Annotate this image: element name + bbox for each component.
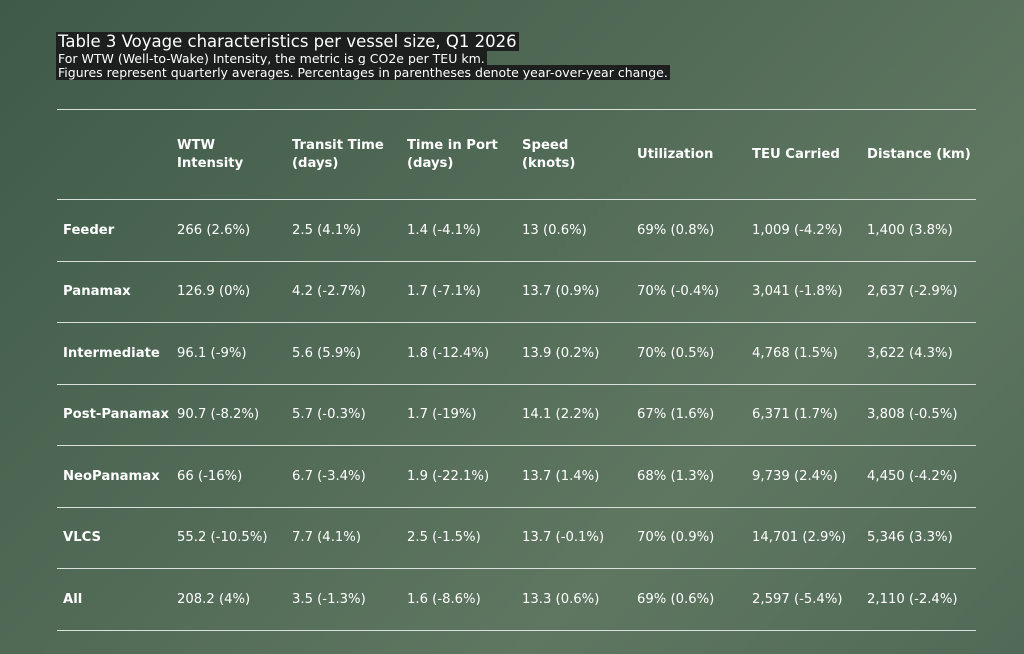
- column-header: TEU Carried: [746, 110, 861, 200]
- table-cell: 69% (0.8%): [637, 222, 715, 238]
- table-cell: 13 (0.6%): [522, 222, 587, 238]
- column-header-text: Intensity: [177, 155, 244, 171]
- table-cell: 3,622 (4.3%): [867, 345, 953, 361]
- table-row: Panamax 126.9 (0%) 4.2 (-2.7%) 1.7 (-7.1%) 1…: [57, 261, 976, 323]
- table-cell: 13.9 (0.2%): [522, 345, 600, 361]
- column-header: Speed (knots): [516, 110, 631, 200]
- table-title: Table 3 Voyage characteristics per vesse…: [56, 32, 519, 51]
- table-header-row: WTW Intensity Transit Time (days) Time in Po…: [57, 109, 976, 200]
- table-cell: 1.7 (-19%): [407, 407, 477, 423]
- table-cell: 13.3 (0.6%): [522, 591, 600, 607]
- table-subtitle-note: Figures represent quarterly averages. Pe…: [56, 65, 670, 80]
- column-header: Transit Time (days): [286, 110, 401, 200]
- table-cell: 6,371 (1.7%): [752, 407, 838, 423]
- column-header-text: (days): [292, 155, 339, 171]
- table-cell: 5,346 (3.3%): [867, 530, 953, 546]
- voyage-characteristics-table: WTW Intensity Transit Time (days) Time in Po…: [57, 109, 976, 631]
- table-cell: 1.6 (-8.6%): [407, 591, 481, 607]
- table-cell: 2,110 (-2.4%): [867, 591, 958, 607]
- column-header-text: Transit Time: [292, 137, 384, 153]
- table-cell: 4,768 (1.5%): [752, 345, 838, 361]
- table-cell: 9,739 (2.4%): [752, 468, 838, 484]
- table-cell: 55.2 (-10.5%): [177, 530, 268, 546]
- table-row: All 208.2 (4%) 3.5 (-1.3%) 1.6 (-8.6%) 13.3 …: [57, 569, 976, 630]
- column-header-text: TEU Carried: [752, 146, 840, 162]
- table-cell: 3,041 (-1.8%): [752, 284, 843, 300]
- table-row: VLCS 55.2 (-10.5%) 7.7 (4.1%) 2.5 (-1.5%) 13…: [57, 507, 976, 569]
- table-cell: 70% (-0.4%): [637, 284, 720, 300]
- row-label: Panamax: [63, 284, 131, 300]
- table-cell: 2,637 (-2.9%): [867, 284, 958, 300]
- row-label: Post-Panamax: [63, 407, 169, 423]
- table-cell: 2.5 (4.1%): [292, 222, 361, 238]
- column-header-text: Speed: [522, 137, 569, 153]
- column-header: Distance (km): [861, 110, 976, 200]
- column-header-text: Distance (km): [867, 146, 971, 162]
- table-cell: 2,597 (-5.4%): [752, 591, 843, 607]
- voyage-table-container: WTW Intensity Transit Time (days) Time in Po…: [57, 109, 976, 631]
- table-cell: 1,009 (-4.2%): [752, 222, 843, 238]
- table-cell: 5.7 (-0.3%): [292, 407, 366, 423]
- table-cell: 266 (2.6%): [177, 222, 251, 238]
- table-cell: 3,808 (-0.5%): [867, 407, 958, 423]
- table-cell: 126.9 (0%): [177, 284, 251, 300]
- table-cell: 13.7 (0.9%): [522, 284, 600, 300]
- table-row: Feeder 266 (2.6%) 2.5 (4.1%) 1.4 (-4.1%) 13 …: [57, 200, 976, 261]
- row-label: Feeder: [63, 222, 115, 238]
- table-cell: 1.7 (-7.1%): [407, 284, 481, 300]
- table-cell: 1.8 (-12.4%): [407, 345, 490, 361]
- table-cell: 6.7 (-3.4%): [292, 468, 366, 484]
- column-header-text: Time in Port: [407, 137, 498, 153]
- column-header-text: WTW: [177, 137, 216, 153]
- table-cell: 208.2 (4%): [177, 591, 251, 607]
- table-cell: 90.7 (-8.2%): [177, 407, 260, 423]
- column-header-text: (knots): [522, 155, 576, 171]
- table-cell: 4,450 (-4.2%): [867, 468, 958, 484]
- table-cell: 69% (0.6%): [637, 591, 715, 607]
- table-body: Feeder 266 (2.6%) 2.5 (4.1%) 1.4 (-4.1%) 13 …: [57, 200, 976, 630]
- table-caption: Table 3 Voyage characteristics per vesse…: [56, 32, 670, 80]
- table-cell: 7.7 (4.1%): [292, 530, 361, 546]
- column-header: WTW Intensity: [171, 110, 286, 200]
- table-cell: 1.4 (-4.1%): [407, 222, 481, 238]
- row-label: VLCS: [63, 530, 102, 546]
- table-row: NeoPanamax 66 (-16%) 6.7 (-3.4%) 1.9 (-22.1…: [57, 446, 976, 507]
- column-header: Time in Port (days): [401, 110, 516, 200]
- table-cell: 1.9 (-22.1%): [407, 468, 490, 484]
- table-cell: 66 (-16%): [177, 468, 243, 484]
- column-header-text: (days): [407, 155, 454, 171]
- table-cell: 1,400 (3.8%): [867, 222, 953, 238]
- table-row: Intermediate 96.1 (-9%) 5.6 (5.9%) 1.8 (-12…: [57, 323, 976, 384]
- table-cell: 14,701 (2.9%): [752, 530, 847, 546]
- table-cell: 3.5 (-1.3%): [292, 591, 366, 607]
- table-cell: 14.1 (2.2%): [522, 407, 600, 423]
- table-cell: 13.7 (1.4%): [522, 468, 600, 484]
- table-cell: 96.1 (-9%): [177, 345, 247, 361]
- table-cell: 4.2 (-2.7%): [292, 284, 366, 300]
- column-header: Utilization: [631, 110, 746, 200]
- row-label: NeoPanamax: [63, 468, 160, 484]
- table-subtitle-metric: For WTW (Well-to-Wake) Intensity, the me…: [56, 51, 487, 66]
- table-cell: 70% (0.5%): [637, 345, 715, 361]
- table-cell: 2.5 (-1.5%): [407, 530, 481, 546]
- row-label: Intermediate: [63, 345, 160, 361]
- table-row: Post-Panamax 90.7 (-8.2%) 5.7 (-0.3%) 1.7 (…: [57, 384, 976, 446]
- table-cell: 68% (1.3%): [637, 468, 715, 484]
- column-header-text: Utilization: [637, 146, 714, 162]
- table-cell: 13.7 (-0.1%): [522, 530, 605, 546]
- row-label: All: [63, 591, 83, 607]
- table-cell: 5.6 (5.9%): [292, 345, 361, 361]
- table-cell: 67% (1.6%): [637, 407, 715, 423]
- header-cell-empty: [57, 110, 171, 200]
- table-cell: 70% (0.9%): [637, 530, 715, 546]
